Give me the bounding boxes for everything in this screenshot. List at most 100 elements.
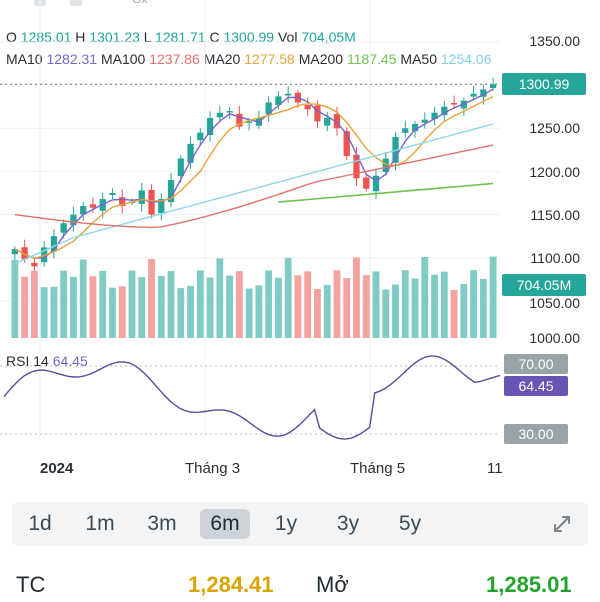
low-value: 1281.71 xyxy=(154,29,206,45)
ohlc-legend: O 1285.01 H 1301.23 L 1281.71 C 1300.99 … xyxy=(6,29,356,45)
price-tick: 1000.00 xyxy=(529,330,580,346)
range-5y-button[interactable]: 5y xyxy=(398,512,422,535)
volume-bar xyxy=(314,289,321,338)
volume-bar xyxy=(89,276,97,338)
volume-bar xyxy=(157,275,165,338)
open-price-value: 1,285.01 xyxy=(486,572,572,597)
candle xyxy=(372,175,380,192)
range-6m-button[interactable]: 6m xyxy=(200,509,250,539)
volume-bar xyxy=(60,270,68,338)
volume-bar xyxy=(392,284,399,338)
volume-bar xyxy=(333,270,341,338)
candle xyxy=(41,247,48,263)
price-tick: 1350.00 xyxy=(529,33,580,49)
price-tick: 1100.00 xyxy=(530,250,580,266)
candle xyxy=(109,193,116,195)
volume-bar xyxy=(489,256,497,338)
toolbar-text: Gx xyxy=(132,0,147,6)
candle xyxy=(441,106,448,116)
volume-bar xyxy=(70,276,77,338)
candle xyxy=(216,112,223,118)
volume-bar xyxy=(401,270,409,338)
range-3m-button[interactable]: 3m xyxy=(147,512,177,535)
volume-bar xyxy=(79,259,87,338)
volume-bar xyxy=(99,270,107,338)
volume-bar xyxy=(226,275,234,338)
candle xyxy=(187,143,194,163)
rsi-value-tag: 64.45 xyxy=(504,376,568,396)
candle xyxy=(11,249,19,255)
candle xyxy=(89,204,97,208)
candle xyxy=(138,190,145,204)
ma20-line xyxy=(14,95,494,260)
candle xyxy=(70,214,77,226)
rsi-lower-tag: 30.00 xyxy=(504,424,568,444)
candle xyxy=(343,131,350,156)
volume-bar xyxy=(118,286,126,338)
candle xyxy=(275,96,282,105)
candle xyxy=(21,247,28,260)
expand-icon[interactable] xyxy=(552,514,572,534)
volume-bar xyxy=(265,270,273,338)
volume-bar xyxy=(460,284,468,338)
last-price-tag: 1300.99 xyxy=(502,73,586,95)
volume-bar xyxy=(421,256,429,338)
volume-bar xyxy=(343,278,351,338)
range-1m-button[interactable]: 1m xyxy=(85,512,115,535)
candle xyxy=(431,112,438,120)
open-label: Mở xyxy=(316,572,349,597)
candle xyxy=(363,177,370,189)
price-tick: 1250.00 xyxy=(529,120,580,136)
candle xyxy=(353,154,360,179)
volume-bar xyxy=(245,288,253,338)
ma100-line xyxy=(14,144,494,229)
toolbar-icon[interactable] xyxy=(70,0,82,6)
volume-bar xyxy=(50,286,58,338)
volume-bar xyxy=(196,270,204,338)
range-1y-button[interactable]: 1y xyxy=(274,512,298,535)
volume-bar xyxy=(411,278,419,338)
volume-bar xyxy=(167,271,175,338)
candle xyxy=(158,199,165,214)
volume-bar xyxy=(109,287,116,338)
candle xyxy=(197,132,204,141)
candle xyxy=(206,117,214,136)
candle xyxy=(265,102,272,115)
volume-bar xyxy=(255,285,263,338)
candle xyxy=(382,158,389,172)
volume-bar xyxy=(440,271,448,338)
candle xyxy=(470,93,477,97)
volume-bar xyxy=(284,257,292,338)
volume-bar xyxy=(450,289,458,338)
candle xyxy=(324,117,331,126)
stats-row: TC 1,284.41 Mở 1,285.01 xyxy=(0,568,600,602)
volume-bar xyxy=(138,277,146,338)
last-volume-tag: 704.05M xyxy=(502,274,586,296)
candle xyxy=(245,121,253,123)
tc-label: TC xyxy=(16,572,46,597)
candle xyxy=(226,111,233,113)
candle xyxy=(314,105,321,122)
candle xyxy=(60,223,67,233)
close-value: 1300.99 xyxy=(223,29,275,45)
time-range-selector: 1d 1m 3m 6m 1y 3y 5y xyxy=(12,502,588,546)
candle xyxy=(421,119,428,123)
ma50-line xyxy=(14,123,494,265)
volume-bar xyxy=(30,270,38,338)
candle xyxy=(177,158,184,176)
candle xyxy=(80,205,87,215)
ma10-line xyxy=(14,88,494,260)
ma100-value: 1237.86 xyxy=(149,51,200,67)
rsi-upper-tag: 70.00 xyxy=(504,354,568,374)
ma200-line xyxy=(278,182,494,203)
candle xyxy=(333,114,341,129)
candle xyxy=(119,197,126,206)
ma200-value: 1187.45 xyxy=(346,51,397,67)
candle xyxy=(50,236,58,252)
candle xyxy=(460,100,467,109)
candle xyxy=(31,262,38,267)
range-3y-button[interactable]: 3y xyxy=(336,512,360,535)
range-1d-button[interactable]: 1d xyxy=(28,512,52,535)
tc-value: 1,284.41 xyxy=(188,572,274,597)
